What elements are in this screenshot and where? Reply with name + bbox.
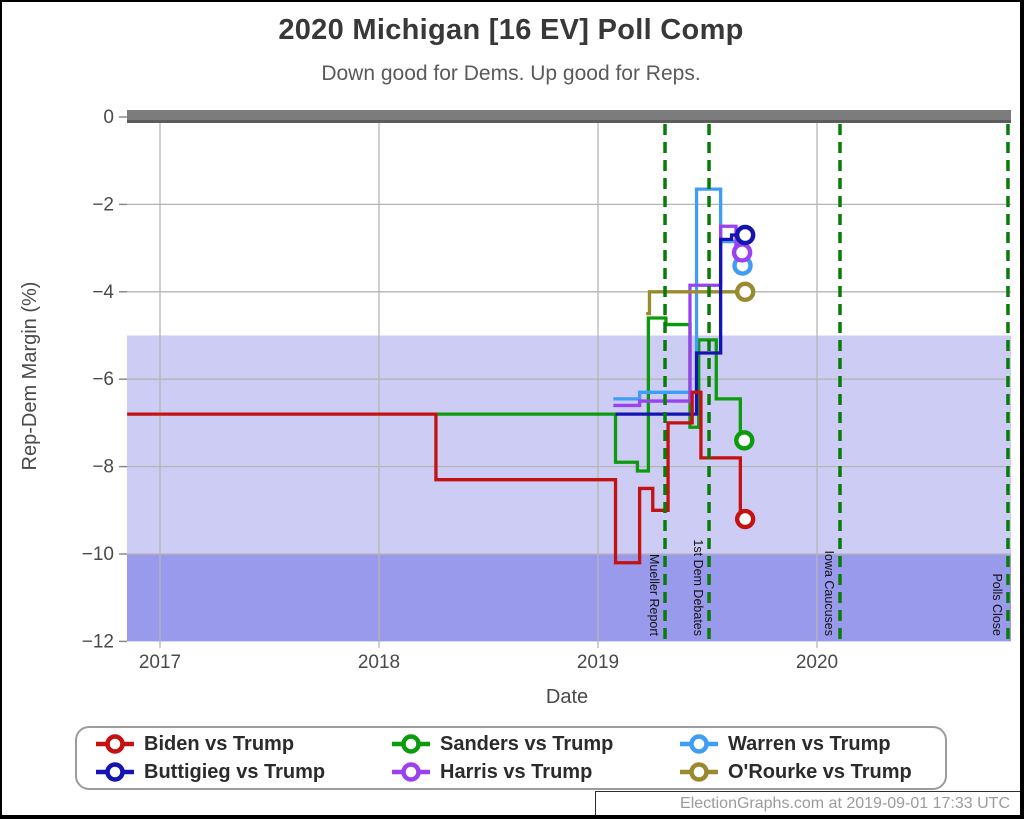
legend: Biden vs Trump Sanders vs Trump Warren v… (75, 726, 947, 790)
y-tick-label--2: −2 (92, 194, 114, 215)
legend-marker-harris (392, 762, 430, 782)
y-tick-label--8: −8 (92, 457, 114, 478)
legend-item-harris: Harris vs Trump (389, 760, 677, 784)
x-tick-label-2018: 2018 (358, 652, 400, 673)
band-0 (127, 335, 1011, 554)
annotation-label-1st Dem Debates: 1st Dem Debates (691, 539, 705, 636)
y-tick-label--10: −10 (82, 544, 114, 565)
legend-label-biden: Biden vs Trump (144, 732, 295, 755)
annotation-label-Mueller Report: Mueller Report (647, 554, 661, 637)
y-axis-title: Rep-Dem Margin (%) (19, 282, 41, 471)
x-tick-label-2019: 2019 (577, 652, 619, 673)
legend-label-buttigieg: Buttigieg vs Trump (144, 760, 326, 783)
x-tick-label-2020: 2020 (796, 652, 838, 673)
x-axis-title: Date (545, 686, 589, 708)
legend-marker-warren (680, 734, 718, 754)
y-tick-label--4: −4 (92, 282, 114, 303)
x-tick-label-2017: 2017 (139, 652, 181, 673)
series-line-orourke (646, 290, 746, 316)
legend-item-sanders: Sanders vs Trump (389, 732, 677, 756)
page-subtitle: Down good for Dems. Up good for Reps. (321, 62, 701, 85)
legend-label-orourke: O'Rourke vs Trump (728, 760, 912, 783)
annotation-label-Polls Close: Polls Close (990, 573, 1004, 636)
legend-item-warren: Warren vs Trump (677, 732, 941, 756)
series-line-sanders (435, 316, 745, 473)
legend-item-orourke: O'Rourke vs Trump (677, 760, 941, 784)
legend-label-warren: Warren vs Trump (728, 732, 891, 755)
legend-label-sanders: Sanders vs Trump (440, 732, 614, 755)
legend-item-biden: Biden vs Trump (93, 732, 389, 756)
band-1 (127, 554, 1011, 642)
endpoint-orourke (734, 281, 756, 302)
legend-item-buttigieg: Buttigieg vs Trump (93, 760, 389, 784)
endpoint-harris (731, 242, 753, 263)
legend-marker-sanders (392, 734, 430, 754)
attribution-text: ElectionGraphs.com at 2019-09-01 17:33 U… (680, 795, 1010, 812)
zero-line-bar-edge (127, 120, 1011, 123)
y-tick-label--6: −6 (92, 369, 114, 390)
legend-marker-orourke (680, 762, 718, 782)
endpoint-buttigieg (734, 224, 756, 246)
legend-label-harris: Harris vs Trump (440, 760, 593, 783)
y-tick-label-0: 0 (103, 107, 114, 128)
endpoint-biden (734, 508, 756, 530)
attribution-footer: ElectionGraphs.com at 2019-09-01 17:33 U… (595, 791, 1020, 815)
legend-marker-buttigieg (96, 762, 134, 782)
y-tick-label--12: −12 (82, 631, 114, 652)
series-line-buttigieg (615, 233, 746, 416)
legend-marker-biden (96, 734, 134, 754)
zero-line-bar (127, 110, 1011, 123)
endpoint-sanders (734, 430, 755, 451)
page-title: 2020 Michigan [16 EV] Poll Comp (278, 14, 744, 46)
annotation-label-Iowa Caucuses: Iowa Caucuses (822, 551, 836, 636)
